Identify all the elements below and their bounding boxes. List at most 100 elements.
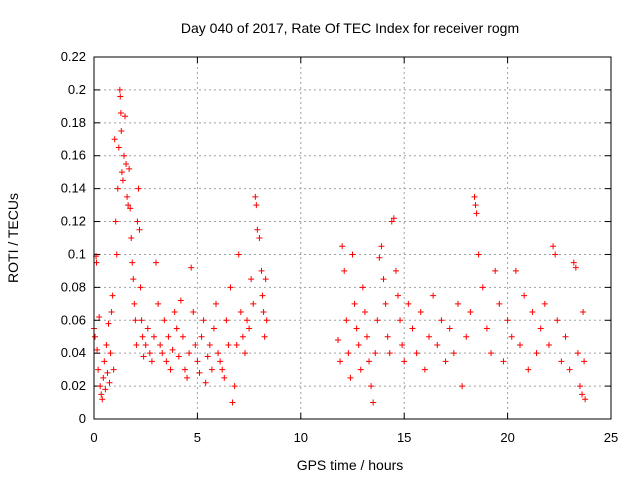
data-point — [355, 341, 362, 348]
data-point — [107, 350, 114, 357]
y-tick-label: 0.2 — [68, 82, 86, 97]
data-point — [552, 251, 559, 258]
data-point — [196, 369, 203, 376]
data-point — [537, 325, 544, 332]
data-point — [337, 358, 344, 365]
data-point — [394, 292, 401, 299]
data-point — [190, 309, 197, 316]
data-point — [123, 160, 130, 167]
data-point — [202, 379, 209, 386]
data-point — [215, 350, 222, 357]
data-point — [252, 193, 259, 200]
data-point — [210, 325, 217, 332]
data-point — [135, 185, 142, 192]
data-point — [566, 366, 573, 373]
data-point — [341, 267, 348, 274]
data-point — [177, 297, 184, 304]
data-point — [434, 341, 441, 348]
data-point — [101, 358, 108, 365]
data-point — [512, 267, 519, 274]
data-point — [254, 226, 261, 233]
data-point — [361, 309, 368, 316]
data-point — [349, 251, 356, 258]
data-point — [146, 350, 153, 357]
data-point — [479, 284, 486, 291]
data-point — [335, 337, 342, 344]
data-point — [430, 292, 437, 299]
data-point — [105, 320, 112, 327]
data-point — [525, 366, 532, 373]
data-point — [103, 341, 110, 348]
data-point — [241, 350, 248, 357]
data-point — [517, 341, 524, 348]
data-point — [483, 325, 490, 332]
data-point — [521, 292, 528, 299]
data-point — [167, 366, 174, 373]
data-point — [181, 366, 188, 373]
axis-ticks: 0 0.02 0.04 0.06 0.08 0.1 0.12 0.14 0.16 0.18 0.2 0… — [61, 49, 619, 445]
data-point — [244, 317, 251, 324]
data-point — [126, 165, 133, 172]
data-point — [144, 325, 151, 332]
data-point — [92, 333, 99, 340]
data-point — [438, 317, 445, 324]
data-point — [159, 350, 166, 357]
data-point — [504, 317, 511, 324]
data-point — [582, 396, 589, 403]
y-tick-label: 0.18 — [61, 115, 86, 130]
data-point — [533, 350, 540, 357]
data-point — [405, 300, 412, 307]
data-point — [229, 399, 236, 406]
data-point — [488, 350, 495, 357]
data-point — [463, 333, 470, 340]
data-point — [113, 251, 120, 258]
data-point — [169, 346, 176, 353]
data-point — [378, 243, 385, 250]
y-tick-label: 0.22 — [61, 49, 86, 64]
data-point — [239, 333, 246, 340]
data-point — [541, 300, 548, 307]
data-point — [380, 276, 387, 283]
x-tick-label: 15 — [397, 430, 411, 445]
x-axis-label: GPS time / hours — [297, 457, 404, 473]
data-point — [225, 341, 232, 348]
data-point — [572, 264, 579, 271]
data-point — [376, 254, 383, 261]
data-point — [581, 358, 588, 365]
data-point — [200, 317, 207, 324]
data-point — [459, 383, 466, 390]
data-point — [235, 251, 242, 258]
data-point — [98, 391, 105, 398]
data-point — [372, 350, 379, 357]
data-point — [562, 333, 569, 340]
data-point — [363, 333, 370, 340]
data-point — [374, 317, 381, 324]
data-point — [261, 333, 268, 340]
data-point — [150, 333, 157, 340]
data-point — [386, 350, 393, 357]
data-point — [442, 358, 449, 365]
data-point — [171, 309, 178, 316]
data-point — [165, 333, 172, 340]
x-tick-label: 20 — [500, 430, 514, 445]
data-point — [260, 309, 267, 316]
data-point — [446, 325, 453, 332]
data-point — [339, 243, 346, 250]
data-point — [112, 218, 119, 225]
data-point — [450, 350, 457, 357]
data-point — [259, 292, 266, 299]
data-point — [175, 353, 182, 360]
data-point — [574, 350, 581, 357]
data-point — [204, 353, 211, 360]
data-point — [134, 218, 141, 225]
data-point — [558, 358, 565, 365]
data-point — [345, 350, 352, 357]
data-points — [91, 86, 589, 406]
data-point — [417, 309, 424, 316]
data-point — [409, 325, 416, 332]
data-point — [110, 366, 117, 373]
data-point — [500, 358, 507, 365]
data-point — [100, 374, 107, 381]
data-point — [137, 284, 144, 291]
